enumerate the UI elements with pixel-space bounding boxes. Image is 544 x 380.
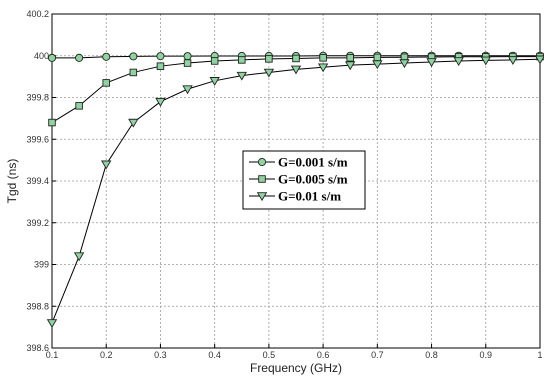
legend-marker-2 <box>258 175 266 183</box>
series-markers <box>46 51 544 329</box>
series-3-point <box>182 85 193 95</box>
series-3-point <box>263 68 275 78</box>
y-tick-label: 399.4 <box>26 176 49 186</box>
series-2-point <box>129 68 138 77</box>
x-tick-label: 0.6 <box>317 350 330 360</box>
series-1-point <box>156 52 165 61</box>
x-tick-label: 0.5 <box>263 350 276 360</box>
series-1-point <box>129 52 138 61</box>
series-2-point <box>238 56 246 64</box>
series-3-point <box>534 55 544 65</box>
series-3-point <box>345 61 356 71</box>
series-3-point <box>101 160 112 170</box>
series-2-point <box>48 118 56 127</box>
series-3-point <box>290 65 302 75</box>
series-3-point <box>46 319 58 329</box>
series-3-point <box>209 77 220 86</box>
x-tick-label: 0.3 <box>154 350 167 360</box>
legend-marker-3 <box>256 192 268 202</box>
series-3-point <box>507 56 519 65</box>
x-axis-label: Frequency (GHz) <box>250 361 342 375</box>
y-tick-label: 400.2 <box>26 9 49 19</box>
series-1-point <box>102 52 111 61</box>
series-1-point <box>47 53 57 62</box>
series-3-point <box>453 57 464 67</box>
series-2-point <box>210 57 219 65</box>
legend-marker-1 <box>257 157 267 167</box>
series-2-point <box>265 55 273 63</box>
legend-label-2: G=0.005 s/m <box>278 172 348 187</box>
legend-entries: G=0.001 s/m G=0.005 s/m G=0.01 s/m <box>249 155 348 204</box>
series-2-point <box>373 53 382 62</box>
series-2-point <box>319 54 327 62</box>
series-2-point <box>183 59 192 67</box>
x-tick-label: 0.1 <box>46 350 59 360</box>
series-3-point <box>155 97 166 107</box>
x-tick-label: 1 <box>537 350 542 360</box>
series-3-point <box>317 63 329 73</box>
series-3-point <box>372 60 383 70</box>
series-3-point <box>399 59 410 69</box>
series-2-point <box>156 62 165 70</box>
series-3-point <box>73 252 85 262</box>
y-tick-label: 398.8 <box>26 301 49 311</box>
legend: G=0.001 s/m G=0.005 s/m G=0.01 s/m <box>242 150 366 210</box>
x-tick-label: 0.9 <box>480 350 493 360</box>
y-tick-label: 398.6 <box>26 343 49 353</box>
series-3-point <box>426 58 437 68</box>
series-2-point <box>292 54 300 63</box>
series-2-point <box>75 102 83 110</box>
y-tick-label: 399 <box>34 260 49 270</box>
legend-label-1: G=0.001 s/m <box>278 155 348 170</box>
y-axis-label: Tgd (ns) <box>5 159 19 204</box>
tick-labels: 0.1 0.2 0.3 0.4 0.5 0.6 0.7 0.8 0.9 1 398.6 398.8 39… <box>26 9 542 360</box>
series-3-point <box>480 56 491 66</box>
y-tick-label: 399.6 <box>26 134 49 144</box>
x-tick-label: 0.7 <box>371 350 384 360</box>
legend-label-3: G=0.01 s/m <box>278 189 341 204</box>
series-3-point <box>236 71 247 81</box>
series-2-point <box>346 54 354 62</box>
series-1-point <box>183 52 192 61</box>
y-tick-label: 399.8 <box>26 93 49 103</box>
x-tick-label: 0.2 <box>100 350 113 360</box>
series-2-point <box>102 79 110 87</box>
x-tick-label: 0.4 <box>208 350 221 360</box>
y-tick-label: 400 <box>34 51 49 61</box>
series-3-point <box>128 118 139 128</box>
y-tick-label: 399.2 <box>26 218 49 228</box>
x-tick-label: 0.8 <box>425 350 438 360</box>
series-1-point <box>75 53 84 62</box>
